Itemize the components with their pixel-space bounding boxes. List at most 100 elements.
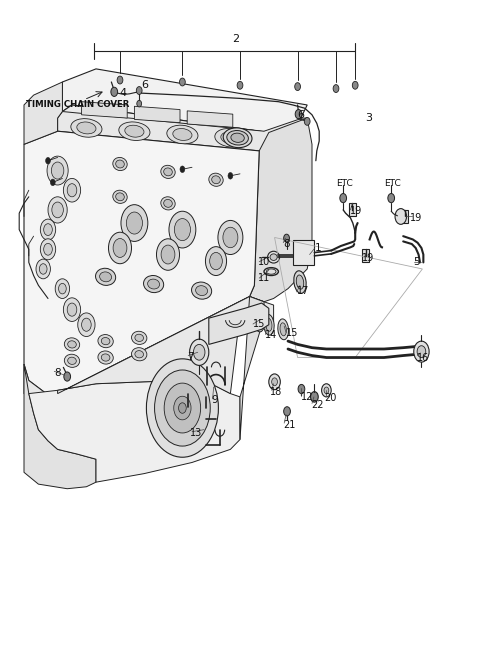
Ellipse shape (125, 125, 144, 137)
Polygon shape (58, 105, 269, 151)
Polygon shape (58, 297, 264, 394)
Text: 6: 6 (298, 110, 305, 120)
Ellipse shape (113, 190, 127, 203)
Ellipse shape (223, 128, 252, 148)
Circle shape (137, 100, 142, 107)
Ellipse shape (113, 157, 127, 171)
Polygon shape (209, 303, 269, 344)
Ellipse shape (265, 318, 272, 331)
Polygon shape (24, 297, 274, 413)
Circle shape (340, 194, 347, 203)
Polygon shape (58, 112, 307, 151)
Ellipse shape (164, 168, 172, 176)
Text: 14: 14 (265, 330, 278, 340)
Ellipse shape (167, 125, 198, 144)
Circle shape (284, 234, 289, 242)
Text: 4: 4 (119, 88, 126, 98)
Ellipse shape (161, 197, 175, 210)
Text: 8: 8 (54, 367, 60, 378)
Ellipse shape (144, 276, 164, 293)
Ellipse shape (68, 340, 76, 348)
Ellipse shape (68, 357, 76, 365)
Ellipse shape (227, 131, 248, 145)
Text: 19: 19 (350, 206, 363, 216)
Circle shape (210, 253, 222, 270)
Circle shape (322, 384, 331, 397)
Circle shape (51, 162, 64, 179)
Circle shape (333, 85, 339, 92)
Text: 11: 11 (258, 273, 271, 283)
Ellipse shape (164, 199, 172, 207)
Ellipse shape (132, 348, 147, 361)
Circle shape (36, 259, 50, 279)
Ellipse shape (221, 132, 240, 144)
Circle shape (121, 205, 148, 241)
Circle shape (47, 156, 68, 185)
Ellipse shape (278, 319, 288, 340)
Circle shape (228, 173, 233, 179)
Circle shape (44, 224, 52, 236)
Circle shape (40, 219, 56, 240)
Circle shape (174, 218, 191, 241)
Text: ETC: ETC (384, 179, 401, 188)
Ellipse shape (135, 334, 144, 342)
Ellipse shape (148, 279, 159, 289)
Ellipse shape (212, 176, 220, 184)
Polygon shape (62, 69, 307, 133)
Ellipse shape (161, 165, 175, 178)
Circle shape (284, 407, 290, 416)
Polygon shape (82, 102, 127, 118)
Circle shape (180, 166, 185, 173)
Text: ETC: ETC (336, 179, 353, 188)
Ellipse shape (77, 122, 96, 134)
Ellipse shape (98, 335, 113, 348)
Text: 6: 6 (142, 80, 149, 91)
Ellipse shape (209, 173, 223, 186)
Bar (293, 240, 314, 265)
Polygon shape (29, 380, 240, 482)
Text: 8: 8 (283, 239, 290, 249)
Text: 12: 12 (301, 392, 313, 402)
Ellipse shape (116, 193, 124, 201)
Text: 13: 13 (190, 428, 202, 438)
Circle shape (78, 313, 95, 337)
Circle shape (82, 318, 91, 331)
Circle shape (59, 283, 66, 294)
Circle shape (272, 378, 277, 386)
Ellipse shape (173, 129, 192, 140)
Text: 9: 9 (211, 395, 218, 405)
Circle shape (395, 209, 407, 224)
Ellipse shape (267, 251, 279, 263)
Circle shape (414, 341, 429, 362)
Circle shape (108, 232, 132, 264)
Ellipse shape (64, 338, 80, 351)
Circle shape (161, 245, 175, 264)
Text: 17: 17 (297, 285, 309, 296)
Bar (401, 210, 408, 223)
Circle shape (417, 346, 426, 358)
Circle shape (44, 243, 52, 255)
Circle shape (113, 239, 127, 257)
Text: 19: 19 (362, 253, 375, 264)
Ellipse shape (101, 337, 110, 345)
Circle shape (218, 220, 243, 255)
Text: 18: 18 (270, 386, 283, 397)
Text: 22: 22 (311, 400, 324, 411)
Circle shape (46, 157, 50, 164)
Text: 2: 2 (232, 34, 239, 45)
Text: 7: 7 (187, 352, 194, 362)
Circle shape (164, 383, 201, 433)
Ellipse shape (96, 268, 116, 285)
Ellipse shape (192, 282, 212, 299)
Ellipse shape (196, 285, 207, 296)
Circle shape (67, 184, 77, 197)
Circle shape (223, 227, 238, 248)
Ellipse shape (215, 129, 246, 147)
Polygon shape (134, 106, 180, 123)
Circle shape (156, 239, 180, 270)
Circle shape (295, 110, 302, 119)
Circle shape (269, 374, 280, 390)
Bar (349, 203, 356, 216)
Text: 3: 3 (365, 113, 372, 123)
Text: 20: 20 (324, 393, 337, 403)
